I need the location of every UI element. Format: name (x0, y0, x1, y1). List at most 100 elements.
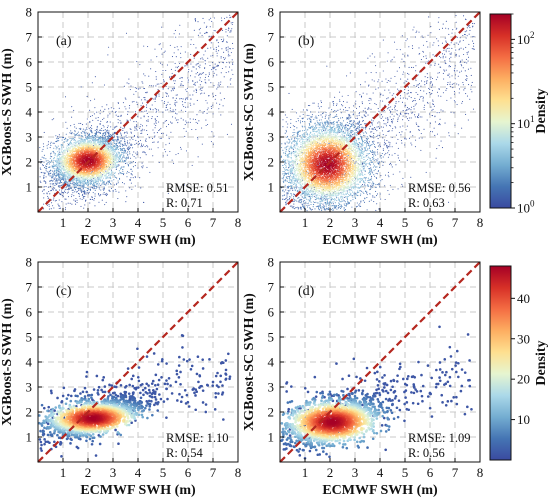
data-point (50, 175, 52, 177)
data-point (104, 148, 106, 150)
data-point (75, 145, 78, 147)
data-point (73, 170, 75, 173)
data-point (63, 179, 65, 181)
data-point (144, 139, 147, 141)
data-point (92, 182, 94, 185)
data-point (122, 174, 124, 176)
data-point (61, 162, 63, 165)
data-point (65, 174, 67, 176)
data-point (79, 143, 81, 145)
data-point (194, 19, 197, 21)
data-point (142, 151, 144, 153)
data-point (230, 16, 232, 18)
data-point (142, 167, 144, 169)
data-point (81, 194, 83, 196)
data-point (86, 128, 88, 130)
data-point (60, 184, 62, 186)
data-point (108, 173, 110, 175)
data-point (116, 125, 118, 127)
data-point (117, 153, 119, 156)
data-point (230, 52, 232, 54)
data-point (73, 139, 75, 141)
data-point (173, 80, 175, 82)
data-point (53, 158, 55, 160)
data-point (80, 148, 82, 150)
data-point (171, 110, 173, 112)
data-point (116, 142, 118, 144)
data-point (102, 188, 104, 190)
data-point (192, 94, 194, 96)
data-point (219, 92, 221, 94)
data-point (93, 199, 95, 201)
data-point (85, 133, 87, 135)
data-point (84, 139, 86, 141)
data-point (82, 183, 84, 185)
data-point (86, 143, 88, 145)
data-point (111, 174, 113, 176)
data-point (137, 137, 139, 139)
data-point (72, 189, 74, 191)
data-point (76, 140, 78, 142)
data-point (201, 72, 203, 74)
data-point (163, 81, 165, 83)
data-point (76, 172, 78, 175)
data-point (84, 147, 86, 149)
data-point (138, 143, 140, 145)
data-point (201, 127, 203, 129)
data-point (197, 63, 199, 65)
data-point (79, 198, 81, 200)
data-point (180, 46, 182, 48)
data-point (69, 150, 71, 152)
data-point (189, 121, 191, 123)
data-point (139, 177, 141, 179)
data-point (105, 192, 107, 194)
data-point (167, 123, 170, 126)
data-point (227, 49, 229, 51)
data-point (119, 120, 121, 122)
data-point (81, 139, 83, 141)
data-point (70, 146, 72, 148)
data-point (182, 84, 184, 87)
data-point (230, 78, 232, 80)
data-point (143, 73, 145, 75)
data-point (49, 183, 51, 185)
data-point (117, 119, 119, 121)
data-point (44, 172, 46, 174)
data-point (204, 67, 206, 69)
data-point (90, 181, 92, 183)
data-point (99, 175, 101, 177)
data-point (86, 180, 88, 182)
data-point (93, 147, 95, 149)
data-point (102, 181, 104, 183)
data-point (180, 77, 182, 79)
data-point (223, 58, 225, 60)
data-point (90, 136, 92, 138)
data-point (148, 137, 150, 139)
data-point (128, 171, 130, 174)
data-point (179, 84, 181, 86)
data-point (106, 145, 109, 147)
data-point (129, 105, 131, 107)
data-point (66, 192, 68, 194)
data-point (61, 148, 63, 150)
data-point (115, 161, 117, 163)
data-point (91, 146, 93, 148)
data-point (155, 122, 157, 124)
data-point (56, 165, 58, 167)
data-point (194, 84, 196, 86)
data-point (61, 157, 63, 159)
data-point (99, 132, 101, 135)
data-point (96, 130, 98, 132)
data-point (218, 108, 220, 110)
data-point (87, 184, 89, 186)
data-point (169, 44, 171, 46)
data-point (116, 152, 118, 154)
data-point (72, 192, 74, 194)
data-point (105, 131, 107, 133)
data-point (83, 189, 85, 192)
data-point (156, 110, 158, 112)
data-point (128, 78, 130, 80)
data-point (101, 137, 103, 140)
data-point (85, 123, 87, 125)
data-point (56, 157, 58, 159)
